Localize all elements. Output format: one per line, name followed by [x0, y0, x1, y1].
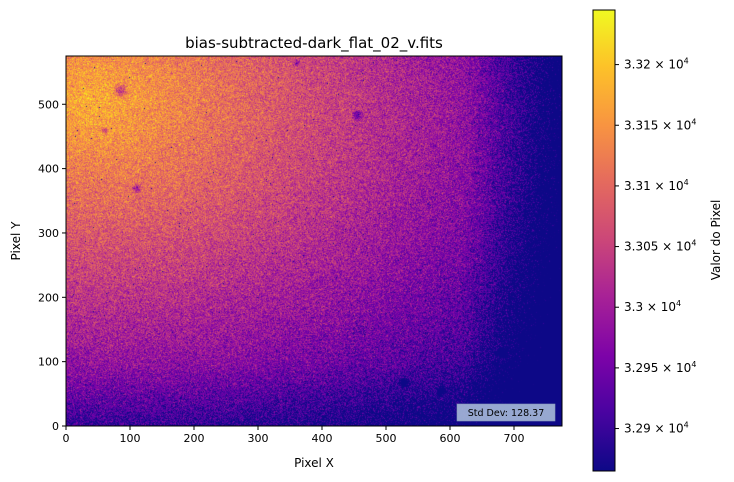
x-tick-label: 100: [120, 432, 141, 445]
y-tick-label: 500: [38, 98, 59, 111]
std-dev-annotation: Std Dev: 128.37: [456, 403, 556, 422]
x-tick-label: 0: [63, 432, 70, 445]
colorbar: 3.29 × 104 3.295 × 104 3.3 × 104 3.305 × 10…: [592, 9, 723, 472]
std-dev-box: [456, 403, 556, 422]
colorbar-tick-label: 3.295 × 104: [624, 360, 696, 375]
y-tick-label: 400: [38, 163, 59, 176]
x-tick-label: 200: [184, 432, 205, 445]
plot-area: [65, 55, 563, 427]
y-tick-label: 300: [38, 227, 59, 240]
x-tick-label: 500: [376, 432, 397, 445]
x-axis-label: Pixel X: [294, 456, 334, 470]
x-tick-label: 400: [312, 432, 333, 445]
std-dev-text: Std Dev: 128.37: [468, 408, 545, 419]
y-tick-label: 100: [38, 356, 59, 369]
colorbar-tick-label: 3.305 × 104: [624, 239, 696, 254]
x-tick-label: 600: [440, 432, 461, 445]
colorbar-label: Valor do Pixel: [709, 200, 723, 281]
x-tick-label: 700: [504, 432, 525, 445]
colorbar-gradient: [592, 9, 616, 472]
colorbar-tick-label: 3.315 × 104: [624, 117, 696, 132]
x-axis-ticks: 0 100 200 300 400 500 600 700: [63, 426, 525, 445]
heatmap-image: [66, 56, 562, 426]
colorbar-tick-label: 3.32 × 104: [624, 57, 689, 72]
colorbar-tick-label: 3.31 × 104: [624, 178, 689, 193]
y-axis-label: Pixel Y: [9, 221, 23, 261]
y-axis-ticks: 0 100 200 300 400 500: [38, 98, 66, 433]
x-tick-label: 300: [248, 432, 269, 445]
colorbar-ticks: 3.29 × 104 3.295 × 104 3.3 × 104 3.305 × 10…: [615, 57, 696, 436]
chart-title: bias-subtracted-dark_flat_02_v.fits: [185, 34, 443, 53]
y-tick-label: 200: [38, 291, 59, 304]
y-tick-label: 0: [52, 420, 59, 433]
plot-frame: [65, 55, 563, 427]
colorbar-tick-label: 3.29 × 104: [624, 421, 689, 436]
colorbar-tick-label: 3.3 × 104: [624, 299, 681, 314]
